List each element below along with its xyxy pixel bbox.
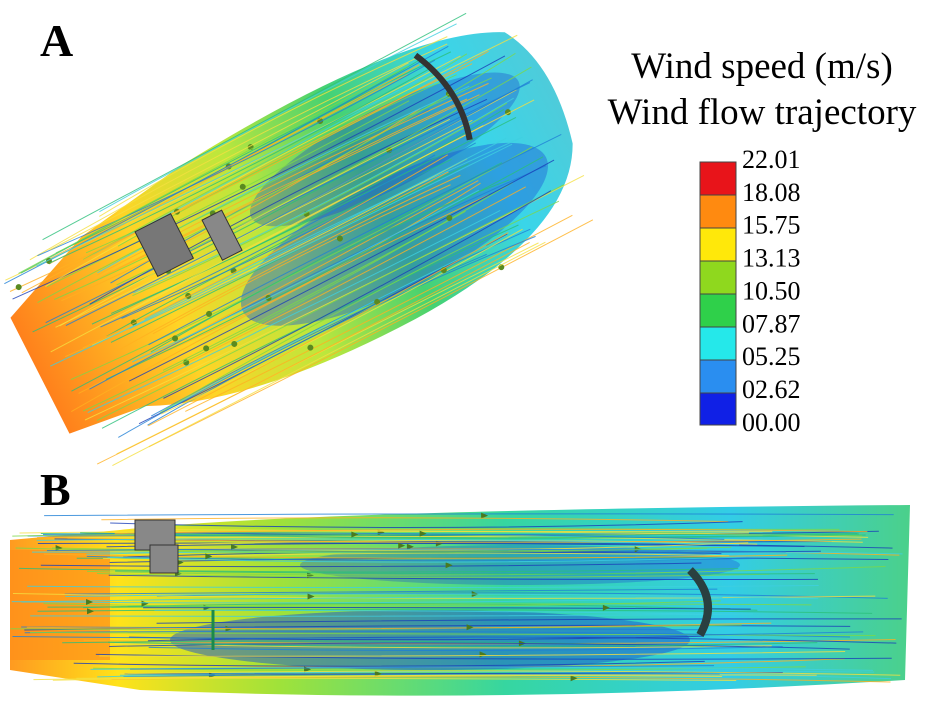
colorbar-tick-label: 05.25 xyxy=(742,342,801,371)
flow-arrow xyxy=(15,283,23,291)
colorbar-tick-label: 22.01 xyxy=(742,145,801,174)
colorbar-tick-label: 13.13 xyxy=(742,244,801,273)
flow-visualization-a xyxy=(0,0,618,483)
legend-title: Wind flow trajectory xyxy=(608,92,917,133)
flow-visualization-b xyxy=(10,505,910,696)
panel-label: A xyxy=(40,15,73,66)
colorbar-tick-label: 00.00 xyxy=(742,408,801,437)
figure: A B Wind speed (m/s) Wind flow trajector… xyxy=(0,0,933,713)
colorbar-tick-label: 02.62 xyxy=(742,375,801,404)
colorbar-tick-label: 07.87 xyxy=(742,309,801,338)
colorbar-tick-label: 15.75 xyxy=(742,211,801,240)
panel-label: B xyxy=(40,464,71,515)
colorbar xyxy=(700,162,736,425)
colorbar-tick-label: 18.08 xyxy=(742,178,801,207)
legend-title: Wind speed (m/s) xyxy=(631,46,893,87)
colorbar-tick-label: 10.50 xyxy=(742,276,801,305)
